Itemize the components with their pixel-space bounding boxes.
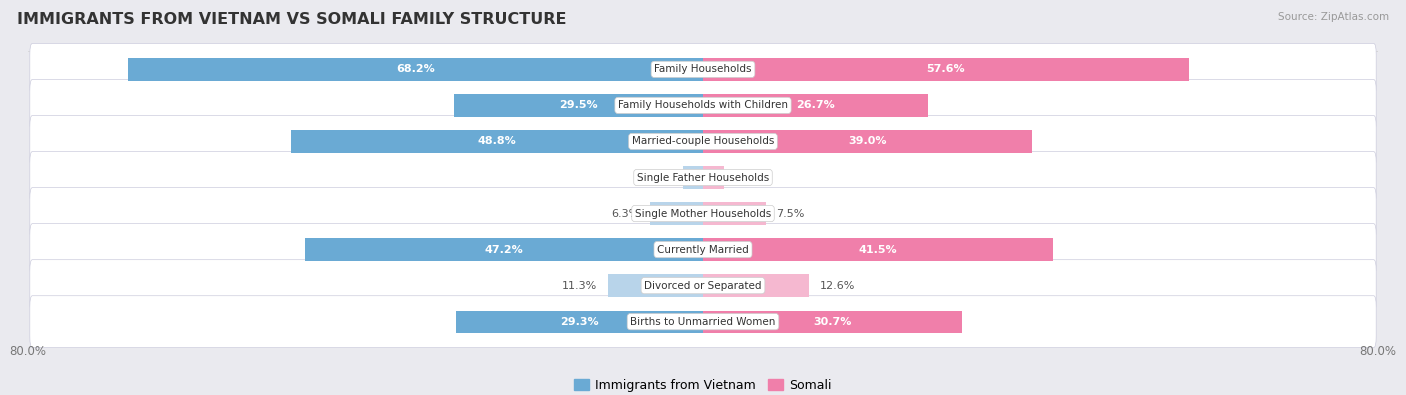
Bar [703, 275, 810, 297]
Bar [703, 239, 1053, 261]
Text: Single Father Households: Single Father Households [637, 173, 769, 182]
Text: 2.4%: 2.4% [644, 173, 672, 182]
Legend: Immigrants from Vietnam, Somali: Immigrants from Vietnam, Somali [569, 374, 837, 395]
Bar [703, 310, 962, 333]
Text: Births to Unmarried Women: Births to Unmarried Women [630, 317, 776, 327]
Text: Family Households: Family Households [654, 64, 752, 74]
Bar [703, 94, 928, 117]
Text: Currently Married: Currently Married [657, 245, 749, 255]
FancyBboxPatch shape [30, 296, 1376, 348]
Text: 29.5%: 29.5% [560, 100, 598, 111]
FancyBboxPatch shape [30, 188, 1376, 239]
Text: 39.0%: 39.0% [848, 136, 887, 147]
FancyBboxPatch shape [30, 79, 1376, 132]
Bar [703, 130, 1032, 152]
Text: IMMIGRANTS FROM VIETNAM VS SOMALI FAMILY STRUCTURE: IMMIGRANTS FROM VIETNAM VS SOMALI FAMILY… [17, 12, 567, 27]
Text: Family Households with Children: Family Households with Children [619, 100, 787, 111]
Bar [456, 310, 703, 333]
Bar [128, 58, 703, 81]
Bar [703, 202, 766, 225]
Bar [650, 202, 703, 225]
Bar [607, 275, 703, 297]
Text: Source: ZipAtlas.com: Source: ZipAtlas.com [1278, 12, 1389, 22]
Bar [703, 58, 1189, 81]
Text: Married-couple Households: Married-couple Households [631, 136, 775, 147]
FancyBboxPatch shape [30, 224, 1376, 276]
Text: 68.2%: 68.2% [396, 64, 434, 74]
Text: 29.3%: 29.3% [560, 317, 599, 327]
FancyBboxPatch shape [30, 43, 1376, 95]
FancyBboxPatch shape [30, 115, 1376, 167]
Text: 26.7%: 26.7% [796, 100, 835, 111]
Text: 57.6%: 57.6% [927, 64, 966, 74]
Text: Single Mother Households: Single Mother Households [636, 209, 770, 218]
Bar [683, 166, 703, 189]
Text: 11.3%: 11.3% [562, 280, 598, 291]
FancyBboxPatch shape [30, 152, 1376, 203]
Text: 47.2%: 47.2% [485, 245, 523, 255]
Bar [454, 94, 703, 117]
Bar [291, 130, 703, 152]
Text: 2.5%: 2.5% [734, 173, 762, 182]
Text: 41.5%: 41.5% [859, 245, 897, 255]
Text: 6.3%: 6.3% [612, 209, 640, 218]
Text: 48.8%: 48.8% [478, 136, 516, 147]
Text: Divorced or Separated: Divorced or Separated [644, 280, 762, 291]
Text: 30.7%: 30.7% [813, 317, 852, 327]
Bar [305, 239, 703, 261]
Bar [703, 166, 724, 189]
Text: 12.6%: 12.6% [820, 280, 855, 291]
FancyBboxPatch shape [30, 260, 1376, 312]
Text: 7.5%: 7.5% [776, 209, 804, 218]
